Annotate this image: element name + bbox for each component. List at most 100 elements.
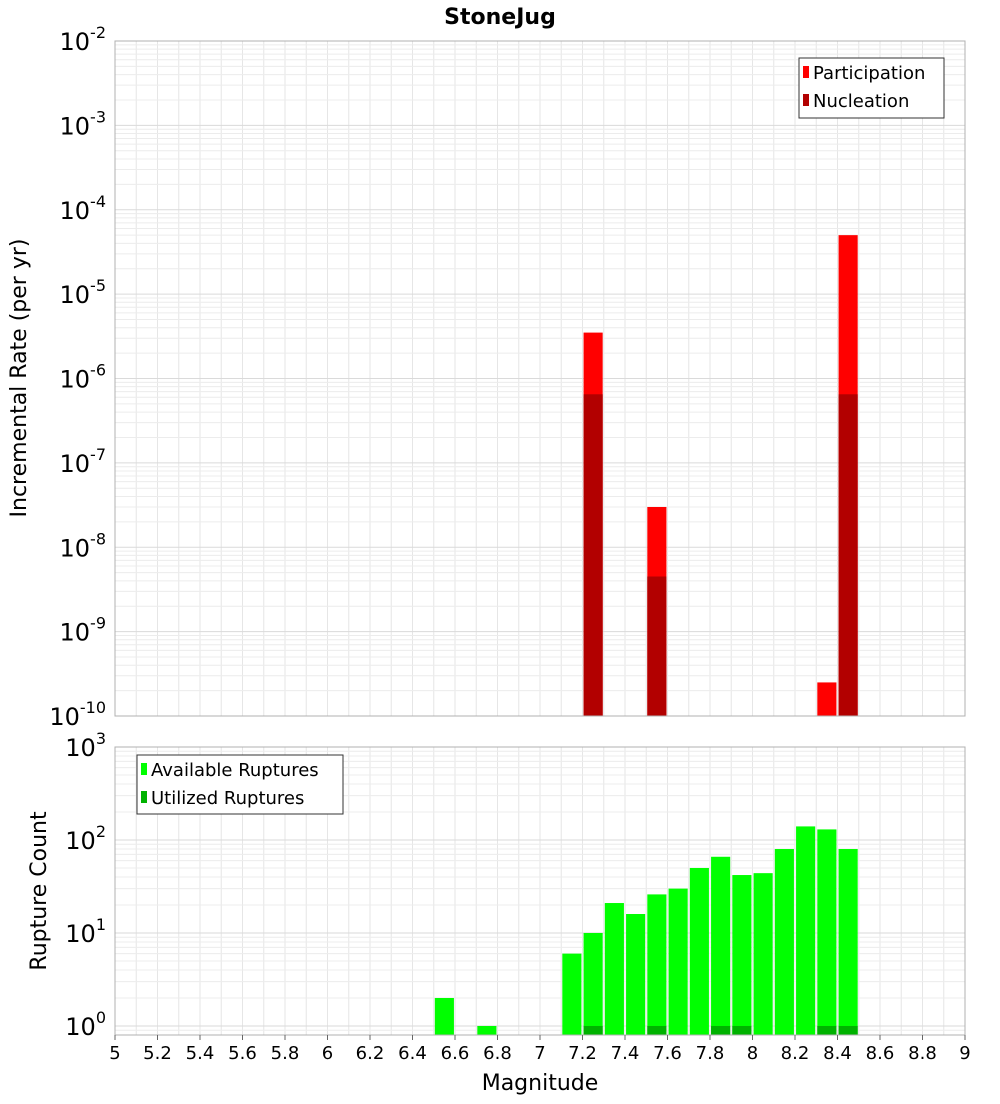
utilized-ruptures-bar — [838, 1025, 858, 1035]
y-tick-base: 10 — [65, 734, 96, 762]
available-ruptures-bar — [732, 875, 752, 1035]
x-tick-label: 6.8 — [483, 1043, 512, 1064]
chart-title: StoneJug — [444, 5, 556, 30]
x-tick-label: 5.6 — [228, 1043, 257, 1064]
legend-label: Utilized Ruptures — [151, 788, 304, 809]
utilized-ruptures-bar — [732, 1025, 752, 1035]
y-tick-label: 10-4 — [60, 192, 107, 225]
x-tick-label: 8.8 — [908, 1043, 937, 1064]
y-tick-base: 10 — [60, 366, 91, 394]
legend-label: Nucleation — [813, 91, 909, 112]
x-tick-label: 9 — [959, 1043, 970, 1064]
available-ruptures-bar — [583, 932, 603, 1035]
nucleation-bar — [838, 394, 858, 716]
x-tick-label: 7.6 — [653, 1043, 682, 1064]
y-tick-exponent: -7 — [90, 445, 106, 464]
available-ruptures-bar — [604, 903, 624, 1035]
y-tick-exponent: -3 — [90, 107, 106, 126]
legend-label: Available Ruptures — [151, 760, 319, 781]
available-ruptures-bar — [647, 894, 667, 1035]
available-ruptures-bar — [626, 914, 646, 1035]
available-ruptures-bar — [434, 997, 454, 1035]
x-tick-label: 8.6 — [866, 1043, 895, 1064]
legend-swatch — [141, 763, 147, 775]
x-tick-label: 8.4 — [823, 1043, 852, 1064]
available-ruptures-bar — [753, 873, 773, 1035]
x-tick-label: 7.8 — [696, 1043, 725, 1064]
utilized-ruptures-bar — [647, 1025, 667, 1035]
x-tick-label: 6.4 — [398, 1043, 427, 1064]
y-tick-label: 103 — [65, 729, 106, 762]
x-tick-label: 5.8 — [271, 1043, 300, 1064]
nucleation-bar — [647, 576, 667, 716]
x-axis-label: Magnitude — [482, 1071, 599, 1096]
y-tick-label: 10-3 — [60, 107, 107, 140]
available-ruptures-bar — [477, 1025, 497, 1035]
y-tick-label: 10-6 — [60, 361, 107, 394]
y-tick-label: 102 — [65, 822, 106, 855]
x-tick-label: 6 — [322, 1043, 333, 1064]
utilized-ruptures-bar — [817, 1025, 837, 1035]
available-ruptures-bar — [796, 826, 816, 1035]
x-tick-label: 8 — [747, 1043, 758, 1064]
available-ruptures-bar — [689, 867, 709, 1035]
legend-swatch — [803, 66, 809, 78]
x-tick-label: 8.2 — [781, 1043, 810, 1064]
y-tick-exponent: -10 — [80, 698, 106, 717]
legend-swatch — [141, 791, 147, 803]
plot-frame — [114, 40, 966, 717]
y-tick-exponent: -2 — [90, 23, 106, 42]
y-axis-label: Incremental Rate (per yr) — [7, 239, 32, 518]
available-ruptures-bar — [838, 849, 858, 1035]
y-tick-base: 10 — [60, 281, 91, 309]
nucleation-bar — [583, 394, 603, 716]
utilized-ruptures-bar — [583, 1025, 603, 1035]
y-tick-exponent: 1 — [96, 915, 106, 934]
utilized-ruptures-bar — [711, 1025, 731, 1035]
legend-label: Participation — [813, 63, 925, 84]
legend-box — [798, 57, 945, 119]
y-tick-base: 10 — [65, 827, 96, 855]
y-tick-exponent: 3 — [96, 729, 106, 748]
x-tick-label: 7.2 — [568, 1043, 597, 1064]
x-tick-label: 5 — [109, 1043, 120, 1064]
y-tick-base: 10 — [65, 920, 96, 948]
y-tick-base: 10 — [60, 112, 91, 140]
y-tick-label: 10-9 — [60, 614, 107, 647]
y-tick-label: 101 — [65, 915, 106, 948]
y-tick-base: 10 — [60, 619, 91, 647]
legend-box — [136, 754, 344, 815]
y-tick-base: 10 — [60, 534, 91, 562]
y-tick-label: 10-10 — [49, 698, 106, 731]
available-ruptures-bar — [711, 856, 731, 1035]
y-axis-label: Rupture Count — [27, 811, 52, 971]
available-ruptures-bar — [817, 829, 837, 1035]
y-tick-base: 10 — [60, 450, 91, 478]
available-ruptures-bar — [562, 953, 582, 1035]
available-ruptures-bar — [774, 849, 794, 1035]
y-tick-base: 10 — [65, 1013, 96, 1041]
participation-bar — [817, 682, 837, 716]
x-tick-label: 6.6 — [441, 1043, 470, 1064]
x-tick-label: 5.4 — [186, 1043, 215, 1064]
y-tick-exponent: -4 — [90, 192, 106, 211]
y-tick-exponent: -9 — [90, 614, 106, 633]
y-tick-label: 100 — [65, 1008, 106, 1041]
y-tick-exponent: -5 — [90, 276, 106, 295]
y-tick-label: 10-8 — [60, 529, 107, 562]
y-tick-exponent: 0 — [96, 1008, 106, 1027]
x-tick-label: 6.2 — [356, 1043, 385, 1064]
x-tick-label: 5.2 — [143, 1043, 172, 1064]
y-tick-base: 10 — [60, 197, 91, 225]
y-tick-label: 10-5 — [60, 276, 107, 309]
x-tick-label: 7.4 — [611, 1043, 640, 1064]
y-tick-base: 10 — [49, 703, 80, 731]
legend-swatch — [803, 94, 809, 106]
y-tick-base: 10 — [60, 28, 91, 56]
available-ruptures-bar — [668, 888, 688, 1035]
y-tick-exponent: 2 — [96, 822, 106, 841]
x-tick-label: 7 — [534, 1043, 545, 1064]
y-tick-label: 10-2 — [60, 23, 107, 56]
